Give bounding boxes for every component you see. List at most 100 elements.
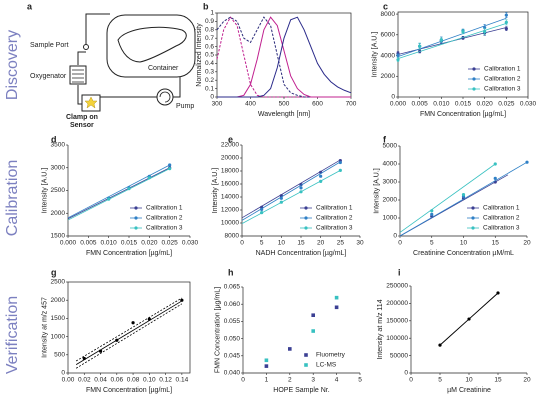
point bbox=[131, 321, 135, 325]
legend-swatch bbox=[134, 216, 138, 220]
x-tick-label: 0.04 bbox=[94, 377, 107, 384]
x-tick-label: 5 bbox=[430, 240, 434, 247]
x-tick-label: 0.12 bbox=[159, 377, 172, 384]
fit-line bbox=[67, 167, 170, 220]
x-tick-label: 0.00 bbox=[62, 377, 75, 384]
legend-label: Calibration 3 bbox=[146, 225, 183, 232]
legend-swatch bbox=[134, 206, 138, 210]
x-tick-label: 0 bbox=[398, 240, 402, 247]
y-tick-label: 0.040 bbox=[224, 370, 241, 377]
y-tick-label: 8000 bbox=[225, 233, 240, 240]
point bbox=[264, 358, 269, 363]
x-tick-label: 5 bbox=[438, 377, 442, 384]
point bbox=[299, 190, 303, 194]
point bbox=[396, 53, 400, 58]
x-tick-label: 20 bbox=[523, 377, 531, 384]
x-tick-label: 0.030 bbox=[182, 240, 199, 247]
y-tick-label: 8000 bbox=[381, 11, 396, 18]
series-line bbox=[217, 16, 352, 98]
y-tick-label: 0.9 bbox=[205, 18, 214, 25]
point bbox=[338, 168, 342, 172]
y-tick-label: 150000 bbox=[386, 318, 408, 325]
x-tick-label: 0.025 bbox=[162, 240, 179, 247]
series-line bbox=[216, 16, 351, 98]
y-tick-label: 2500 bbox=[51, 187, 66, 194]
y-tick-label: 1500 bbox=[51, 315, 66, 322]
y-tick-label: 1 bbox=[210, 10, 214, 17]
x-tick-label: 0.015 bbox=[121, 240, 138, 247]
sample-port bbox=[83, 44, 89, 50]
y-tick-label: 0 bbox=[61, 370, 65, 377]
y-tick-label: 0 bbox=[210, 94, 214, 101]
point bbox=[115, 338, 119, 342]
y-tick-label: 0 bbox=[391, 94, 395, 101]
point bbox=[260, 211, 264, 215]
point bbox=[483, 30, 487, 34]
y-tick-label: 100000 bbox=[386, 335, 408, 342]
point bbox=[279, 196, 283, 200]
y-tick-label: 0.060 bbox=[224, 301, 241, 308]
y-tick-label: 0.4 bbox=[205, 60, 214, 67]
x-tick-label: 0.030 bbox=[520, 101, 537, 108]
y-tick-label: 1000 bbox=[51, 333, 66, 340]
fit-line bbox=[75, 300, 183, 365]
legend-swatch bbox=[472, 87, 476, 91]
diagram-label: Sensor bbox=[70, 122, 94, 129]
x-tick-label: 20 bbox=[523, 240, 531, 247]
panel-label: c bbox=[383, 1, 388, 11]
point bbox=[319, 174, 323, 178]
panel-label: a bbox=[27, 1, 33, 11]
legend-label: Calibration 2 bbox=[484, 76, 521, 83]
point bbox=[264, 364, 269, 368]
point bbox=[279, 200, 283, 204]
y-tick-label: 2000 bbox=[51, 297, 66, 304]
y-tick-label: 0.050 bbox=[224, 335, 241, 342]
x-tick-label: 0.000 bbox=[390, 101, 407, 108]
point bbox=[311, 329, 315, 333]
x-axis-label: NADH Concentration [µg/mL] bbox=[256, 250, 347, 257]
y-tick-label: 5000 bbox=[383, 143, 398, 150]
x-tick-label: 0.020 bbox=[477, 101, 494, 108]
point bbox=[430, 209, 434, 213]
row-label: Discovery bbox=[4, 30, 21, 100]
y-tick-label: 0.8 bbox=[205, 27, 214, 34]
legend-swatch bbox=[471, 216, 475, 220]
x-tick-label: 500 bbox=[279, 101, 290, 108]
point bbox=[288, 347, 292, 351]
x-tick-label: 0.000 bbox=[60, 240, 77, 247]
confidence-band bbox=[75, 297, 183, 362]
y-tick-label: 12000 bbox=[221, 207, 239, 214]
row-label: Calibration bbox=[4, 160, 21, 236]
x-tick-label: 1 bbox=[265, 377, 269, 384]
x-tick-label: 0.025 bbox=[498, 101, 515, 108]
panel-label: f bbox=[383, 134, 387, 144]
y-tick-label: 0.055 bbox=[224, 318, 241, 325]
x-tick-label: 600 bbox=[312, 101, 323, 108]
legend-label: Calibration 2 bbox=[316, 215, 353, 222]
diagram-label: Sample Port bbox=[30, 42, 69, 49]
point bbox=[311, 313, 315, 318]
y-tick-label: 250000 bbox=[386, 283, 408, 290]
x-tick-label: 10 bbox=[465, 377, 473, 384]
point bbox=[504, 26, 508, 31]
y-axis-label: Intensity at m/z 114 bbox=[377, 299, 384, 359]
legend-swatch bbox=[304, 216, 308, 220]
point bbox=[467, 317, 471, 321]
legend-swatch bbox=[472, 67, 476, 71]
x-tick-label: 4 bbox=[335, 377, 339, 384]
plot-frame bbox=[397, 11, 529, 98]
panel-label: g bbox=[51, 267, 57, 277]
x-axis-label: Creatinine Concentration µM/mL bbox=[413, 250, 514, 257]
point bbox=[493, 162, 497, 166]
confidence-band bbox=[75, 303, 183, 369]
y-tick-label: 20000 bbox=[221, 155, 239, 162]
legend-swatch bbox=[134, 226, 138, 230]
point bbox=[168, 163, 172, 167]
point bbox=[504, 13, 508, 17]
point bbox=[147, 176, 151, 180]
point bbox=[299, 186, 303, 190]
y-tick-label: 14000 bbox=[221, 194, 239, 201]
x-tick-label: 0.02 bbox=[78, 377, 91, 384]
point bbox=[98, 349, 103, 353]
y-tick-label: 4000 bbox=[381, 52, 396, 59]
